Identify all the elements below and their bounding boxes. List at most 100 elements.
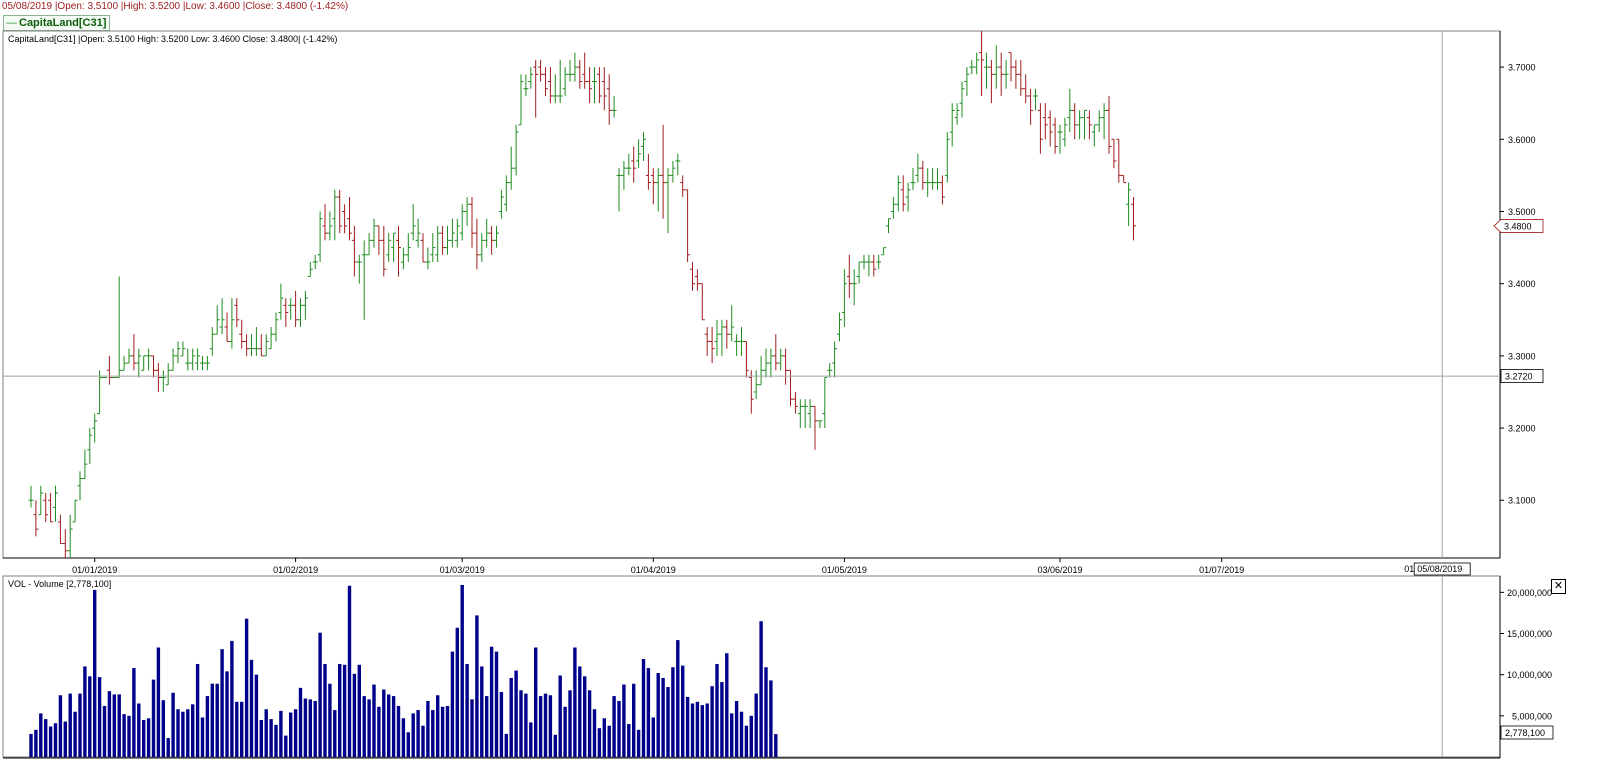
ohlc-bar — [714, 319, 720, 356]
volume-bar — [563, 706, 567, 757]
ohlc-bar — [993, 45, 999, 89]
ohlc-bar — [645, 153, 651, 190]
ohlc-bar — [1018, 59, 1024, 96]
volume-bar — [205, 696, 210, 757]
ohlc-bar — [312, 254, 318, 270]
ohlc-bar — [631, 146, 637, 183]
volume-bar — [254, 674, 259, 757]
ohlc-bar — [724, 319, 730, 349]
ohlc-bar — [1131, 197, 1136, 241]
volume-bar — [391, 696, 396, 757]
price-y-tick-label: 3.7000 — [1508, 63, 1536, 73]
close-volume-panel-button[interactable]: ✕ — [1551, 579, 1566, 594]
ohlc-bar — [440, 225, 446, 255]
volume-bar — [695, 701, 700, 757]
ohlc-bar — [67, 514, 73, 558]
ohlc-bar — [293, 290, 299, 327]
ohlc-bar — [337, 189, 343, 234]
ohlc-bar — [415, 218, 421, 248]
volume-y-tick-label: 20,000,000 — [1507, 588, 1552, 598]
price-x-tick-label: 01/02/2019 — [273, 565, 318, 575]
legend-line-icon: — — [6, 17, 17, 29]
ohlc-bar — [469, 197, 475, 248]
ohlc-bar — [405, 233, 411, 263]
volume-bar — [646, 668, 651, 757]
ohlc-bar — [302, 290, 308, 320]
volume-bar — [730, 713, 734, 757]
volume-bar — [186, 709, 190, 757]
last-volume-label: 2,778,100 — [1505, 728, 1545, 738]
ohlc-bar — [587, 67, 593, 104]
ohlc-bar — [479, 233, 485, 263]
ohlc-bar — [136, 348, 142, 378]
volume-bar — [401, 718, 406, 757]
volume-bar — [455, 627, 459, 757]
ohlc-bar — [533, 59, 539, 118]
ohlc-bar — [151, 355, 156, 378]
ohlc-bar — [268, 326, 274, 350]
ohlc-bar — [513, 124, 519, 176]
ohlc-bar — [1062, 117, 1068, 147]
volume-bar — [372, 684, 376, 757]
volume-bar — [583, 676, 587, 757]
volume-bar — [548, 695, 553, 757]
price-x-tick-label: 01/07/2019 — [1199, 565, 1244, 575]
volume-bar — [754, 693, 758, 757]
volume-bar — [666, 687, 670, 757]
ohlc-bar — [592, 67, 597, 104]
volume-bar — [426, 701, 430, 757]
volume-bar — [543, 693, 548, 757]
volume-bar — [132, 668, 136, 757]
ohlc-bar — [327, 211, 333, 241]
ohlc-bar — [1116, 138, 1122, 183]
volume-bar — [489, 646, 494, 757]
price-x-ticks: 01/01/2019 01/02/2019 01/03/2019 01/04/2019… — [72, 558, 1417, 575]
volume-bar — [225, 671, 229, 757]
ohlc-bar — [386, 233, 392, 263]
ohlc-bar — [861, 254, 867, 270]
volume-bar — [504, 733, 508, 757]
volume-bar — [769, 680, 773, 757]
ohlc-bar — [998, 52, 1004, 96]
ohlc-bar — [165, 363, 171, 386]
volume-bar — [269, 719, 273, 757]
ohlc-bar — [204, 355, 210, 371]
price-panel[interactable] — [2, 30, 1501, 559]
ohlc-bar — [126, 348, 132, 364]
ohlc-bar — [449, 218, 455, 248]
ohlc-bar — [332, 189, 338, 241]
volume-bar — [259, 719, 263, 757]
ohlc-bar — [249, 334, 254, 356]
volume-bar — [215, 683, 219, 757]
ohlc-bar — [209, 326, 215, 356]
ohlc-bar — [146, 348, 152, 371]
ohlc-bar — [263, 334, 269, 357]
legend-chip[interactable]: — CapitaLand[C31] — [3, 15, 111, 31]
ohlc-bar — [229, 298, 235, 349]
volume-bar — [107, 691, 112, 757]
ohlc-bar — [253, 326, 259, 356]
ohlc-bar — [1091, 124, 1097, 147]
volume-bar — [289, 712, 293, 757]
ohlc-bar — [807, 399, 813, 429]
ohlc-bar — [601, 67, 607, 111]
crosshair-date-label: 05/08/2019 — [1417, 564, 1462, 574]
volume-bar — [347, 585, 352, 757]
ohlc-bar — [621, 160, 627, 190]
volume-y-tick-label: 10,000,000 — [1507, 670, 1552, 680]
ohlc-bar — [538, 59, 544, 82]
ohlc-bar — [1111, 138, 1117, 169]
ohlc-bar — [562, 67, 568, 96]
ohlc-bar — [655, 168, 661, 212]
ohlc-bar — [454, 218, 460, 248]
volume-bar — [617, 701, 621, 757]
ohlc-bar — [489, 225, 495, 255]
volume-bar — [622, 684, 626, 757]
ohlc-bar — [704, 326, 710, 356]
volume-bar — [34, 729, 38, 757]
ohlc-bar — [557, 59, 563, 104]
volume-bar — [220, 649, 224, 757]
ohlc-bar — [768, 348, 774, 378]
volume-bar — [303, 698, 308, 757]
